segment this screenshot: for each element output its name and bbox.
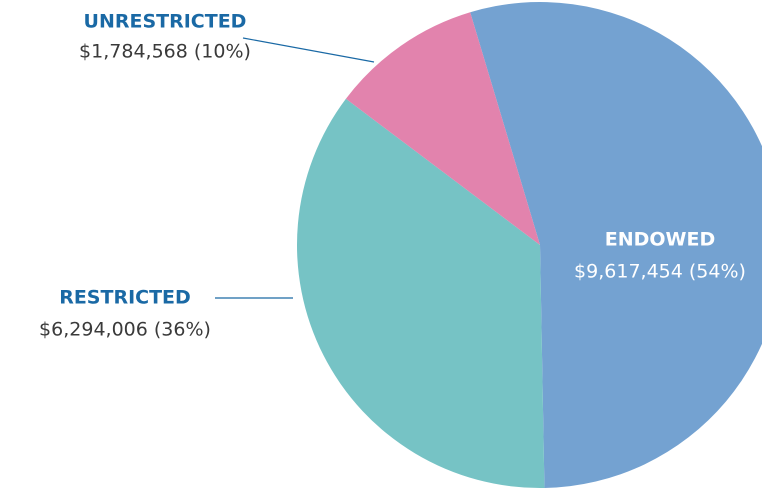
pie-slice — [345, 12, 540, 246]
category-label: ENDOWED — [605, 229, 716, 251]
pie-slice — [297, 98, 545, 488]
category-label: RESTRICTED — [59, 287, 191, 309]
category-label: UNRESTRICTED — [84, 11, 247, 33]
value-label: $9,617,454 (54%) — [574, 261, 746, 283]
value-label: $6,294,006 (36%) — [39, 319, 211, 341]
pie-slice — [470, 2, 762, 488]
value-label: $1,784,568 (10%) — [79, 41, 251, 63]
leader-line — [242, 37, 375, 63]
